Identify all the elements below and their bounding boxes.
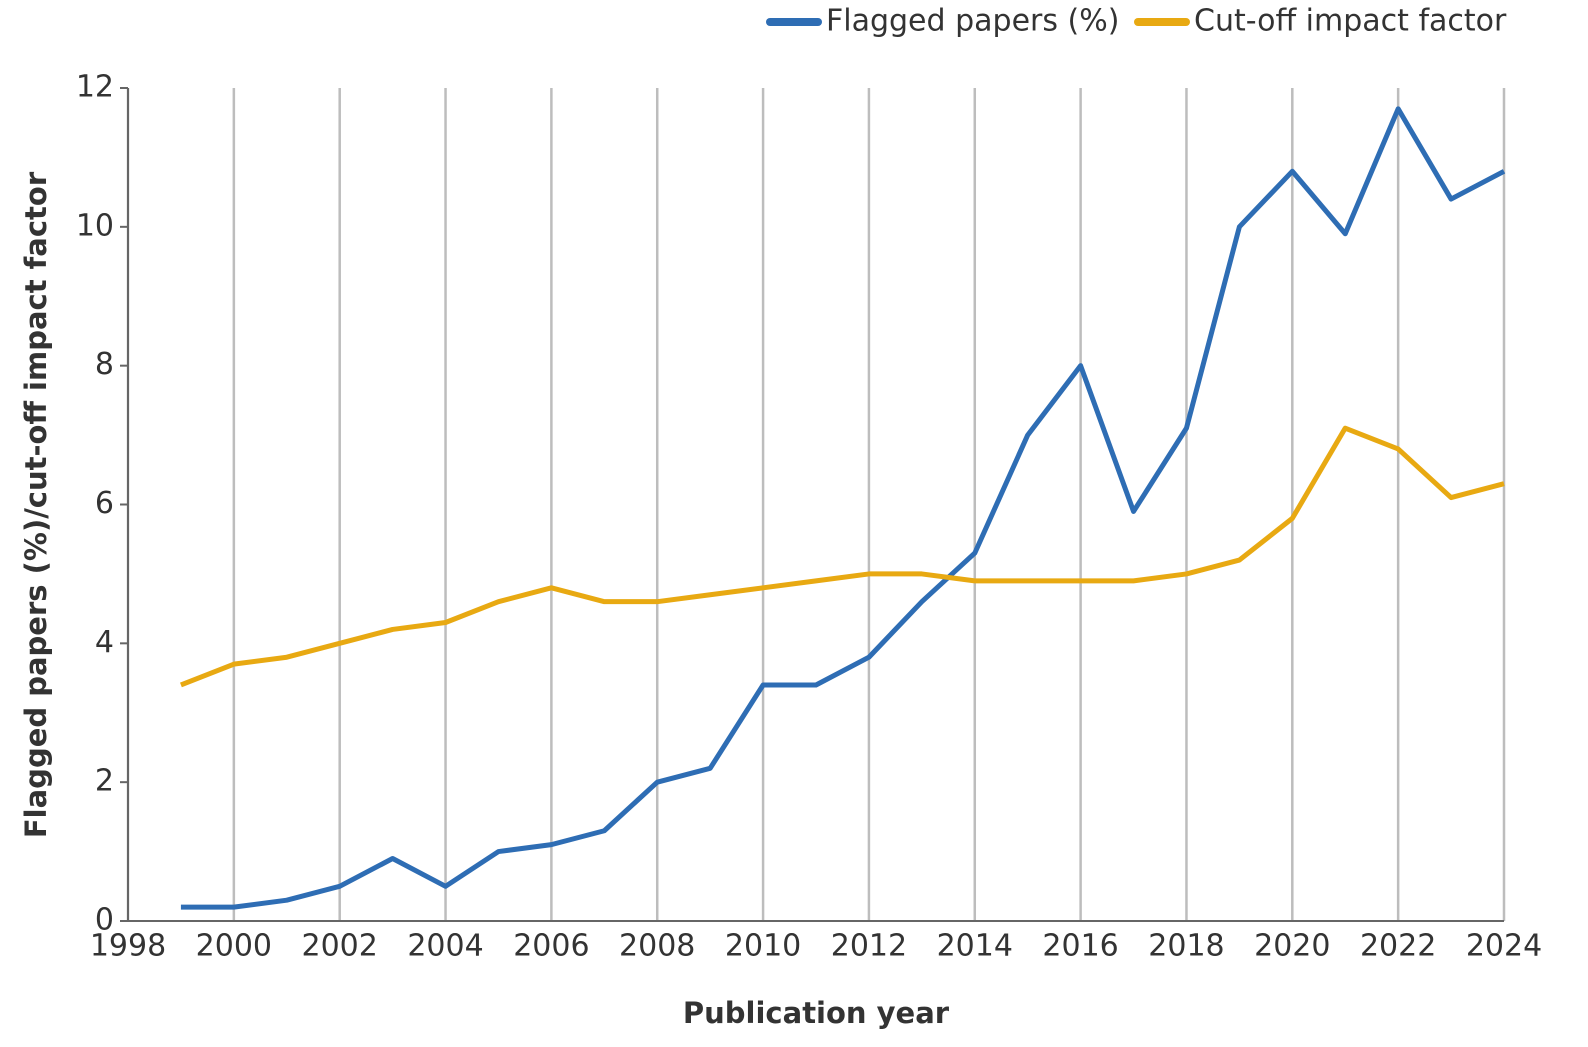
x-tick-label: 1998 (90, 929, 166, 964)
y-tick-label: 0 (95, 903, 114, 938)
x-tick-label: 2024 (1466, 929, 1542, 964)
x-tick-label: 2006 (513, 929, 589, 964)
x-tick-label: 2010 (725, 929, 801, 964)
x-axis-label: Publication year (683, 996, 950, 1030)
x-tick-label: 2000 (196, 929, 272, 964)
x-tick-label: 2018 (1148, 929, 1224, 964)
line (180, 106, 1506, 910)
x-tick-label: 2022 (1360, 929, 1436, 964)
legend-label: Flagged papers (%) (826, 4, 1119, 39)
y-tick-label: 8 (95, 347, 114, 382)
x-tick-label: 2020 (1254, 929, 1330, 964)
x-tick-label: 2004 (407, 929, 483, 964)
legend-label: Cut-off impact factor (1194, 4, 1507, 39)
x-tick-label: 2014 (937, 929, 1013, 964)
y-tick-label: 2 (95, 764, 114, 799)
y-tick-label: 6 (95, 486, 114, 521)
x-tick-label: 2016 (1042, 929, 1118, 964)
y-axis-label: Flagged papers (%)/cut-off impact factor (19, 171, 53, 838)
x-tick-label: 2002 (302, 929, 378, 964)
y-tick-label: 4 (95, 625, 114, 660)
x-tick-label: 2012 (831, 929, 907, 964)
y-tick-label: 12 (76, 70, 114, 105)
y-tick-label: 10 (76, 208, 114, 243)
line (180, 425, 1505, 688)
x-tick-label: 2008 (619, 929, 695, 964)
